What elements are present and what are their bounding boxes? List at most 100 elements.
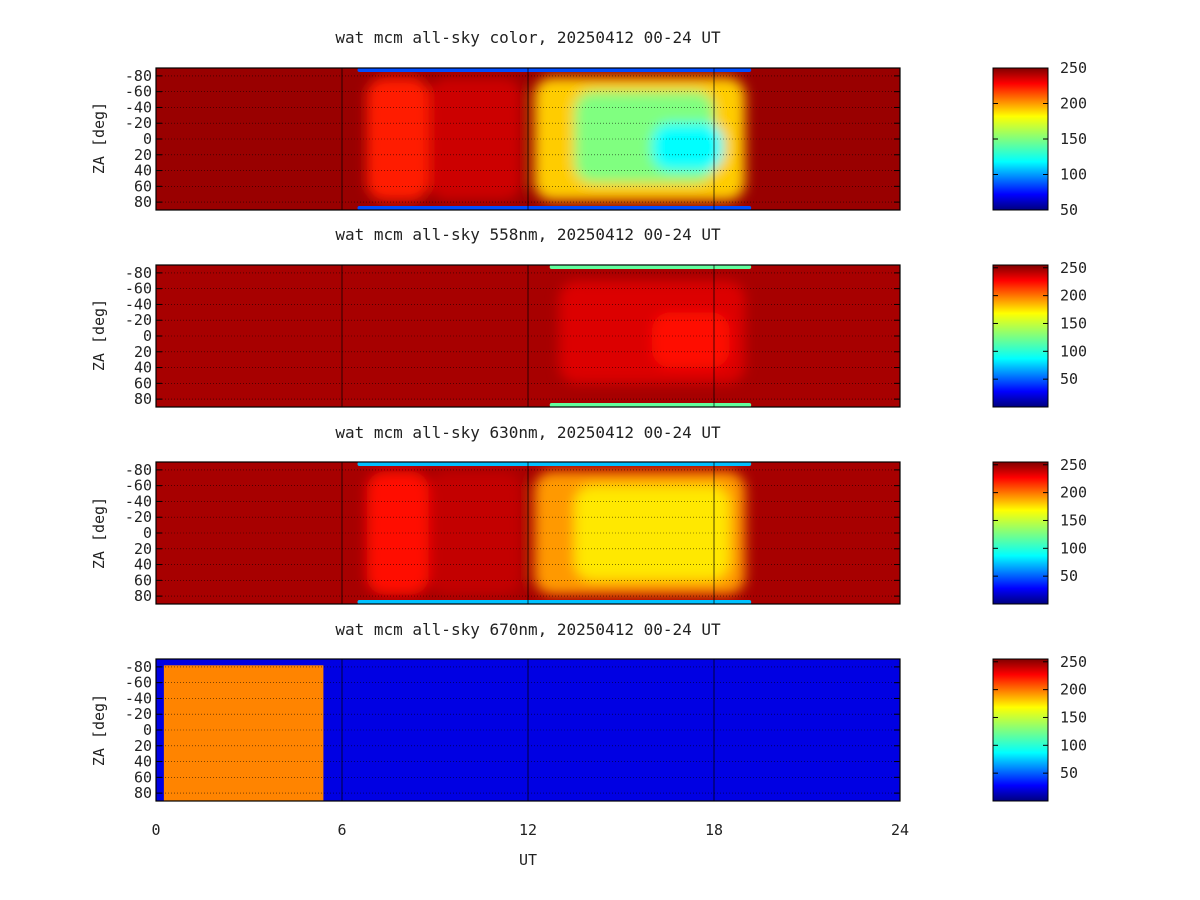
panel-1-colorbar: 250 200 150 100 50: [992, 59, 1087, 219]
plot-frame: [155, 67, 901, 211]
y-tick-label: 40: [134, 753, 152, 771]
colorbar-tick-label: 150: [1060, 130, 1087, 148]
panel-1-title: wat mcm all-sky color, 20250412 00-24 UT: [335, 28, 721, 47]
colorbar-tick-label: 200: [1060, 287, 1087, 305]
colorbar-tick-label: 150: [1060, 708, 1087, 726]
colorbar-gradient: [992, 264, 1049, 408]
y-tick-label: 60: [134, 177, 152, 195]
y-tick-label: 60: [134, 768, 152, 786]
heatmap-region-5: [652, 123, 724, 171]
y-tick-label: 80: [134, 390, 152, 408]
y-tick-label: -20: [125, 508, 152, 526]
colorbar-tick-label: 150: [1060, 511, 1087, 529]
heatmap-region-1: [163, 665, 324, 801]
heatmap-region-1: [366, 471, 429, 595]
heatmap-region-2: [428, 77, 522, 201]
y-tick-label: 0: [143, 130, 152, 148]
x-tick-label: 12: [519, 821, 537, 839]
colorbar-tick-label: 50: [1060, 370, 1078, 388]
colorbar-tick-label: 50: [1060, 567, 1078, 585]
y-tick-label: 80: [134, 587, 152, 605]
colorbar-tick-label: 250: [1060, 456, 1087, 474]
panel-2: wat mcm all-sky 558nm, 20250412 00-24 UT…: [90, 225, 1087, 408]
edge-band-bottom: [357, 206, 752, 210]
panel-3: wat mcm all-sky 630nm, 20250412 00-24 UT…: [90, 423, 1087, 605]
plot-frame: [155, 461, 901, 605]
x-tick-label: 18: [705, 821, 723, 839]
panel-1-ylabel: ZA [deg]: [90, 102, 108, 174]
y-tick-label: -20: [125, 705, 152, 723]
x-tick-label: 0: [151, 821, 160, 839]
panel-4-title: wat mcm all-sky 670nm, 20250412 00-24 UT: [335, 620, 721, 639]
y-tick-label: -60: [125, 83, 152, 101]
y-tick-label: -40: [125, 689, 152, 707]
heatmap-region-2: [428, 471, 522, 595]
y-tick-label: -20: [125, 311, 152, 329]
y-tick-label: -80: [125, 461, 152, 479]
y-tick-label: 0: [143, 721, 152, 739]
y-tick-label: 60: [134, 374, 152, 392]
y-tick-label: -60: [125, 674, 152, 692]
plot-frame: [155, 658, 901, 802]
edge-band-bottom: [357, 600, 752, 604]
colorbar-gradient: [992, 67, 1049, 211]
heatmap-region-2: [652, 312, 730, 368]
colorbar-gradient: [992, 461, 1049, 605]
panel-2-title: wat mcm all-sky 558nm, 20250412 00-24 UT: [335, 225, 721, 244]
colorbar-tick-label: 200: [1060, 484, 1087, 502]
colorbar-tick-label: 250: [1060, 59, 1087, 77]
y-tick-label: 0: [143, 327, 152, 345]
y-tick-label: -60: [125, 280, 152, 298]
panel-2-ylabel: ZA [deg]: [90, 299, 108, 371]
panel-4-ylabel: ZA [deg]: [90, 694, 108, 766]
x-tick-label: 24: [891, 821, 909, 839]
colorbar-tick-label: 200: [1060, 681, 1087, 699]
y-tick-label: 80: [134, 784, 152, 802]
panel-4-colorbar: 250 200 150 100 50: [992, 653, 1087, 802]
panel-3-title: wat mcm all-sky 630nm, 20250412 00-24 UT: [335, 423, 721, 442]
y-tick-label: -40: [125, 295, 152, 313]
y-tick-label: 40: [134, 162, 152, 180]
x-axis-ticks: 0 6 12 18 24: [151, 821, 909, 839]
panel-3-ylabel: ZA [deg]: [90, 497, 108, 569]
y-tick-label: -60: [125, 477, 152, 495]
x-tick-label: 6: [337, 821, 346, 839]
edge-band-top: [549, 265, 752, 269]
colorbar-tick-label: 100: [1060, 736, 1087, 754]
y-tick-label: 40: [134, 359, 152, 377]
heatmap-region-1: [366, 77, 429, 201]
panel-2-colorbar: 250 200 150 100 50: [992, 259, 1087, 408]
colorbar-tick-label: 50: [1060, 764, 1078, 782]
y-tick-label: 20: [134, 737, 152, 755]
x-axis-label: UT: [519, 851, 537, 869]
colorbar-gradient: [992, 658, 1049, 802]
y-tick-label: 40: [134, 556, 152, 574]
y-tick-label: 0: [143, 524, 152, 542]
y-tick-label: -40: [125, 98, 152, 116]
plot-frame: [155, 264, 901, 408]
colorbar-tick-label: 200: [1060, 95, 1087, 113]
colorbar-tick-label: 250: [1060, 653, 1087, 671]
edge-band-top: [357, 68, 752, 72]
y-tick-label: 60: [134, 571, 152, 589]
y-tick-label: 20: [134, 146, 152, 164]
y-tick-label: 20: [134, 540, 152, 558]
edge-band-bottom: [549, 403, 752, 407]
colorbar-tick-label: 50: [1060, 201, 1078, 219]
edge-band-top: [357, 462, 752, 466]
y-tick-label: -20: [125, 114, 152, 132]
y-tick-label: -80: [125, 264, 152, 282]
y-tick-label: 80: [134, 193, 152, 211]
panel-4: wat mcm all-sky 670nm, 20250412 00-24 UT…: [90, 620, 1087, 802]
y-tick-label: 20: [134, 343, 152, 361]
panel-3-colorbar: 250 200 150 100 50: [992, 456, 1087, 605]
colorbar-tick-label: 150: [1060, 314, 1087, 332]
colorbar-tick-label: 100: [1060, 539, 1087, 557]
colorbar-tick-label: 100: [1060, 166, 1087, 184]
colorbar-tick-label: 250: [1060, 259, 1087, 277]
y-tick-label: -80: [125, 658, 152, 676]
